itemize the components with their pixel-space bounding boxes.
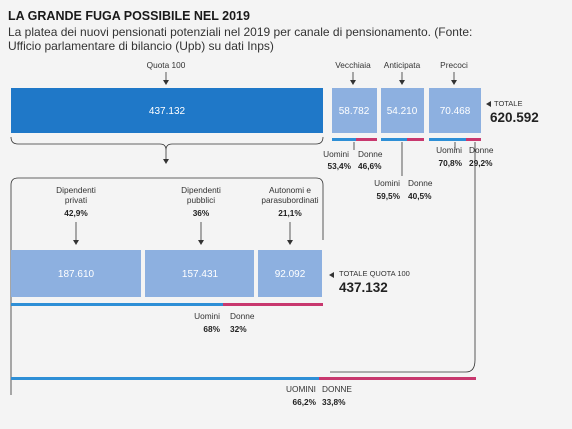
gender-bar-quota-100-women [223,303,323,306]
breakdown-pct-autonomi: 21,1% [278,208,302,218]
split-anticipata-women-value: 40,5% [408,191,432,201]
gender-bar-anticipata-women [407,138,424,141]
split-vecchiaia-men-label: Uomini [323,149,349,159]
split-vecchiaia-men-value: 53,4% [327,161,351,171]
breakdown-pct-pubblici: 36% [193,208,210,218]
quota-100-women-value: 32% [230,324,247,334]
category-label-vecchiaia: Vecchiaia [335,60,371,70]
overall-frame-right [330,142,476,373]
breakdown-frame-left [10,177,19,395]
breakdown-label-privati-line2: privati [65,195,87,205]
value-label-precoci: 70.468 [440,106,471,117]
bar-dipendenti-privati [11,250,141,297]
split-anticipata-women-label: Donne [408,178,433,188]
split-anticipata-men-value: 59,5% [376,191,400,201]
breakdown-frame-top-right [18,177,324,240]
chart-subtitle-line-2: Ufficio parlamentare di bilancio (Upb) s… [8,39,274,53]
quota-100-women-label: Donne [230,311,255,321]
quota-100-men-label: Uomini [194,311,220,321]
chart-title: LA GRANDE FUGA POSSIBILE NEL 2019 [8,9,250,23]
gender-bar-precoci-men [429,138,466,141]
gender-bar-overall-men [11,377,319,380]
gender-bar-overall-women [319,377,476,380]
breakdown-label-privati-line1: Dipendenti [56,185,96,195]
category-label-quota-100: Quota 100 [147,60,186,70]
breakdown-label-pubblici-line1: Dipendenti [181,185,221,195]
breakdown-label-pubblici-line2: pubblici [187,195,215,205]
split-vecchiaia-women-value: 46,6% [358,161,382,171]
split-precoci-women-label: Donne [469,145,494,155]
value-label-quota-100: 437.132 [149,106,186,117]
split-anticipata-men-label: Uomini [374,178,400,188]
overall-women-label: DONNE [322,384,352,394]
bar-precoci [429,88,481,133]
breakdown-label-autonomi-line1: Autonomi e [269,185,311,195]
gender-bar-vecchiaia-men [332,138,356,141]
bar-vecchiaia [332,88,377,133]
bar-anticipata [381,88,424,133]
gender-connector-lines [353,142,456,176]
split-precoci-men-value: 70,8% [438,158,462,168]
bar-autonomi-parasubordinati [258,250,322,297]
chart-subtitle-line-1: La platea dei nuovi pensionati potenzial… [8,25,472,39]
category-label-anticipata: Anticipata [384,60,421,70]
overall-men-label: UOMINI [286,384,316,394]
value-label-anticipata: 54.210 [387,106,418,117]
total-value: 620.592 [490,110,539,125]
value-label-vecchiaia: 58.782 [339,106,370,117]
value-label-autonomi: 92.092 [275,269,306,280]
total-quota-100-pointer-icon [329,272,334,278]
gender-bar-anticipata-men [381,138,407,141]
bar-dipendenti-pubblici [145,250,254,297]
gender-bar-vecchiaia-women [356,138,377,141]
breakdown-label-autonomi-line2: parasubordinati [261,195,318,205]
split-vecchiaia-women-label: Donne [358,149,383,159]
split-precoci-women-value: 29,2% [469,158,493,168]
quota-100-bracket [10,136,324,151]
total-quota-100-value: 437.132 [339,280,388,295]
breakdown-pointer-arrows [73,222,293,245]
split-precoci-men-label: Uomini [436,145,462,155]
total-label: TOTALE [494,99,522,108]
gender-bar-quota-100-men [11,303,223,306]
total-quota-100-label: TOTALE QUOTA 100 [339,269,410,278]
value-label-pubblici: 157.431 [182,269,219,280]
breakdown-pct-privati: 42,9% [64,208,88,218]
quota-100-connector-arrow [163,159,169,164]
overall-men-value: 66,2% [292,397,316,407]
overall-women-value: 33,8% [322,397,346,407]
value-label-privati: 187.610 [58,269,95,280]
quota-100-men-value: 68% [203,324,220,334]
gender-bar-precoci-women [466,138,481,141]
top-gender-bars [332,138,481,141]
bar-quota-100 [11,88,323,133]
category-label-precoci: Precoci [440,60,468,70]
category-pointer-arrows [163,72,457,85]
total-pointer-icon [486,101,491,107]
